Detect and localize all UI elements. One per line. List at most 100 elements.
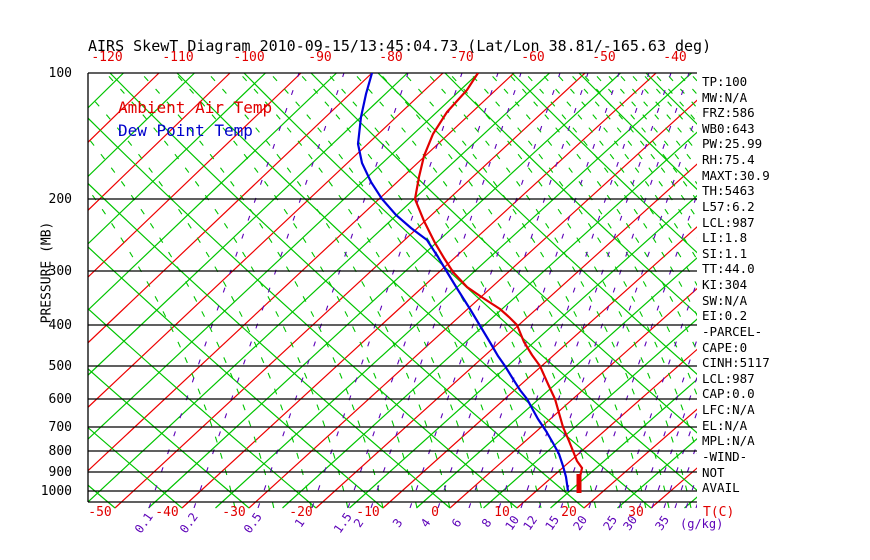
mixing-ratio-line — [193, 73, 345, 509]
moist-adiabat-line — [353, 73, 597, 509]
pressure-tick-100: 100 — [48, 66, 72, 81]
isotherm-line-5c — [88, 73, 195, 178]
top-temp-tick: -110 — [162, 50, 194, 65]
moist-adiabat-line — [88, 92, 312, 509]
isotherm-line-10c — [516, 348, 697, 509]
isotherm-line-10c — [114, 73, 586, 509]
stat-line: WB0:643 — [702, 120, 755, 136]
moist-adiabat-line — [524, 73, 697, 317]
isotherm-line-5c — [282, 131, 697, 509]
temp-unit-label: T(C) — [703, 505, 735, 520]
isotherm-line-5c — [148, 73, 621, 509]
isotherm-line-10c — [181, 73, 657, 509]
pressure-tick-700: 700 — [48, 420, 72, 435]
isotherm-line-5c — [88, 73, 550, 503]
isotherm-line-10c — [88, 73, 373, 344]
moist-adiabat-line — [617, 73, 697, 169]
mixing-ratio-line — [437, 73, 589, 509]
moist-adiabat-line — [105, 73, 349, 509]
top-temp-tick: -120 — [91, 50, 123, 65]
isotherm-line-10c — [583, 408, 697, 509]
stat-line: MPL:N/A — [702, 433, 755, 449]
isotherm-line-5c — [349, 194, 697, 509]
stat-line: AVAIL — [702, 480, 740, 496]
bottom-temp-tick: -20 — [289, 505, 313, 520]
dry-adiabat-line — [88, 484, 116, 509]
top-temp-tick: -80 — [379, 50, 403, 65]
stat-line: SW:N/A — [702, 292, 748, 308]
isobar-lines — [87, 72, 697, 503]
mixing-ratio-unit-label: (g/kg) — [680, 517, 724, 531]
isotherm-line-5c — [88, 73, 337, 311]
moist-adiabat-line — [469, 73, 697, 455]
dry-adiabat-line — [310, 73, 697, 434]
mixing-ratio-line — [148, 73, 300, 509]
dry-adiabat-line — [444, 73, 697, 315]
stat-line: LI:1.8 — [702, 230, 748, 246]
top-temp-tick: -100 — [233, 50, 265, 65]
pressure-tick-600: 600 — [48, 392, 72, 407]
pressure-tick-800: 800 — [48, 444, 72, 459]
isotherm-line-10c — [88, 73, 231, 212]
pressure-tick-200: 200 — [48, 192, 72, 207]
bottom-temp-tick: 20 — [561, 505, 577, 520]
moist-adiabat-line — [448, 73, 692, 509]
mixing-ratio-line — [370, 73, 522, 509]
dry-adiabat-line — [578, 73, 697, 191]
stat-line: CAPE:0 — [702, 339, 748, 355]
moist-adiabat-line — [555, 73, 697, 261]
moist-adiabat-line — [378, 73, 622, 509]
moist-adiabat-line — [426, 73, 670, 509]
mixing-ratio-line — [468, 73, 620, 509]
mixing-ratio-line — [538, 73, 690, 509]
dry-adiabat-line — [88, 246, 384, 509]
moist-adiabat-line — [403, 73, 647, 509]
legend-ambient-air-temp: Ambient Air Temp — [118, 98, 273, 117]
pressure-tick-1000: 1000 — [40, 484, 72, 499]
top-temp-tick: -60 — [521, 50, 545, 65]
stat-line: LCL:987 — [702, 370, 755, 386]
mixing-ratio-line — [560, 111, 697, 509]
ambient-temp-curve — [413, 73, 584, 492]
moist-adiabat-line — [238, 73, 482, 509]
stat-line: MAXT:30.9 — [702, 167, 770, 183]
bottom-temp-tick: 30 — [628, 505, 644, 520]
stat-line: FRZ:586 — [702, 105, 755, 121]
top-temp-tick: -90 — [308, 50, 332, 65]
stat-line: KI:304 — [702, 277, 748, 293]
dry-adiabat-line — [109, 73, 585, 509]
dry-adiabat-line — [88, 182, 451, 509]
sounding-curves — [356, 73, 584, 493]
chart-title: AIRS SkewT Diagram 2010-09-15/13:45:04.7… — [88, 37, 712, 55]
stat-line: LFC:N/A — [702, 402, 755, 418]
isotherm-line-5c — [752, 73, 870, 508]
mixing-ratio-line — [588, 193, 697, 509]
stat-line: TP:100 — [702, 74, 748, 89]
bottom-temp-tick: -50 — [88, 505, 112, 520]
stat-line: -PARCEL- — [702, 323, 763, 339]
dry-adiabat-line — [511, 73, 697, 254]
pressure-tick-400: 400 — [48, 318, 72, 333]
moist-adiabat-line — [269, 73, 513, 509]
isotherm-line-10c — [449, 287, 697, 509]
mixing-ratio-line — [347, 73, 499, 509]
stat-line: EL:N/A — [702, 417, 748, 433]
top-temp-tick: -50 — [592, 50, 616, 65]
moist-adiabat-line — [507, 73, 697, 353]
moist-adiabat-line — [593, 73, 697, 202]
moist-adiabat-line — [540, 73, 697, 287]
moist-adiabat-line — [605, 73, 697, 185]
top-temp-tick: -40 — [663, 50, 687, 65]
pressure-tick-900: 900 — [48, 465, 72, 480]
bottom-temp-tick: -40 — [155, 505, 179, 520]
mixing-ratio-line — [520, 73, 672, 509]
dry-adiabat-line — [88, 426, 183, 509]
top-temp-tick: -70 — [450, 50, 474, 65]
dry-adiabat-line — [88, 368, 250, 509]
skewt-background-lines — [88, 73, 870, 509]
stat-line: SI:1.1 — [702, 245, 748, 261]
dry-adiabat-line — [780, 73, 870, 508]
isotherm-line-5c — [416, 257, 697, 509]
mixing-ratio-line — [638, 338, 697, 509]
